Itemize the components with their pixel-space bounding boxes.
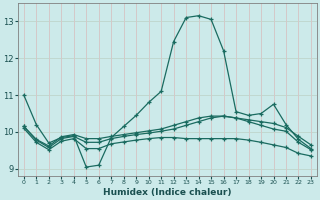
X-axis label: Humidex (Indice chaleur): Humidex (Indice chaleur) xyxy=(103,188,232,197)
